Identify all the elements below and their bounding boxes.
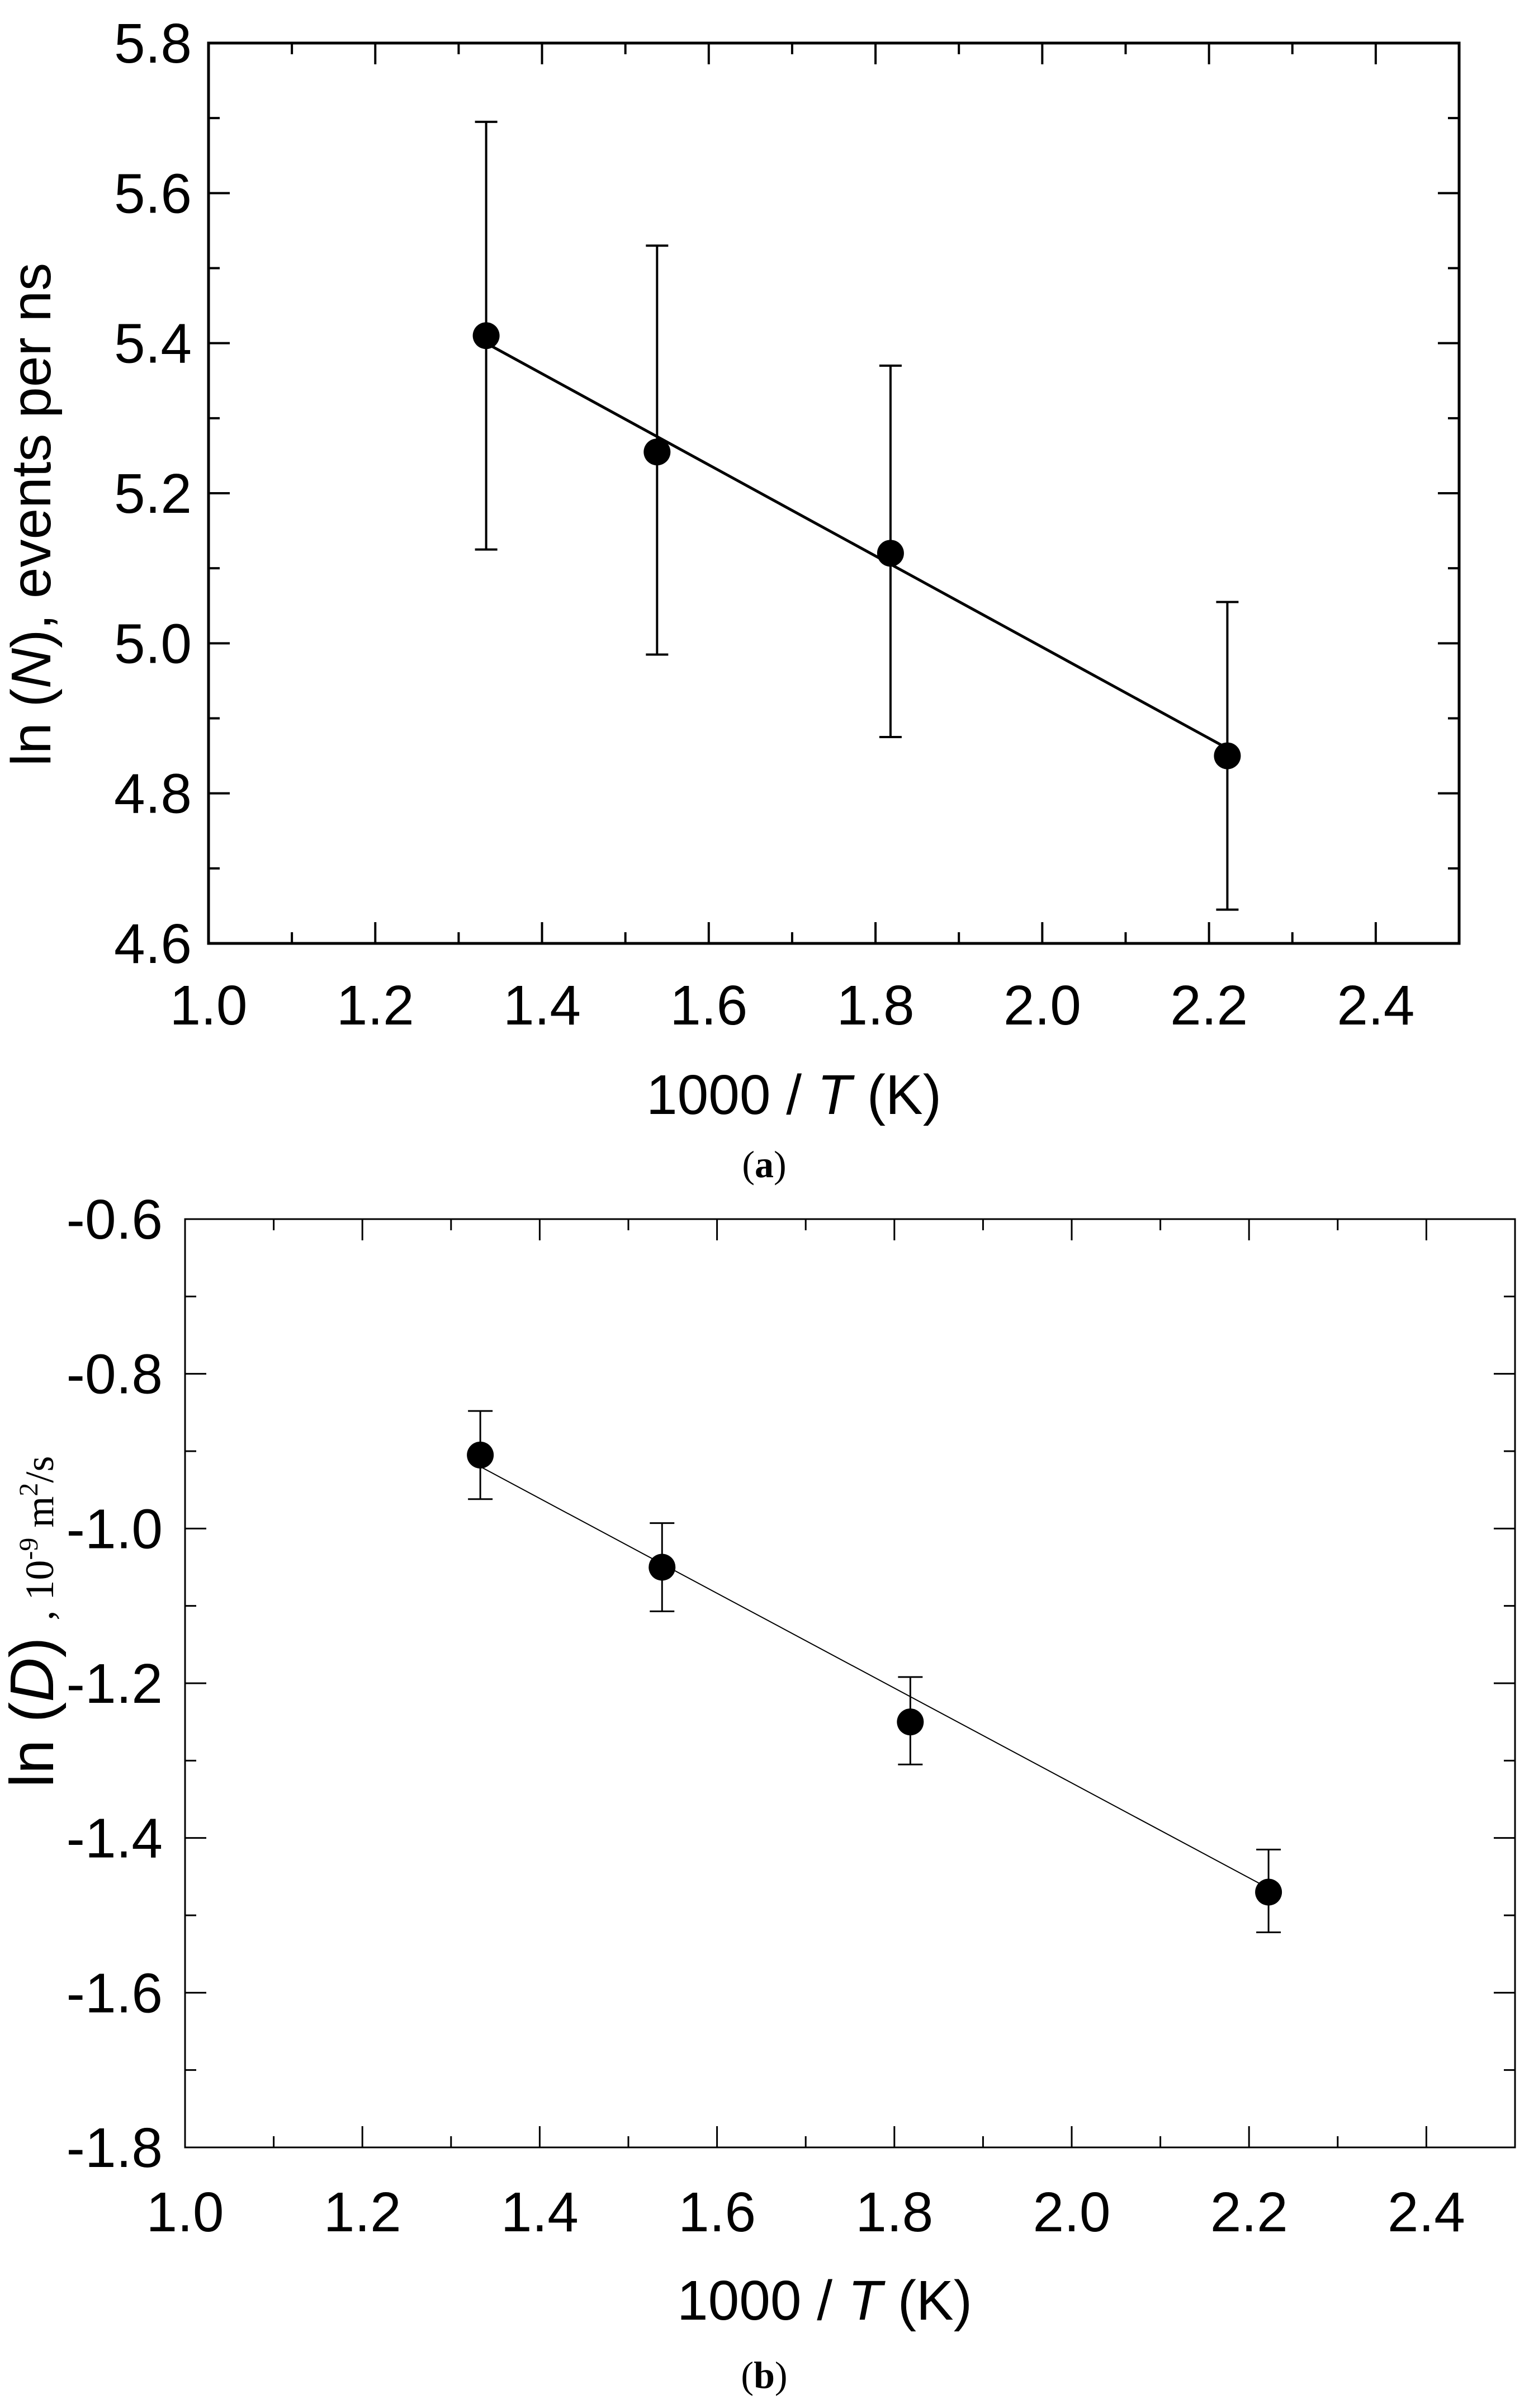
- chart-b-data-point: [897, 1708, 924, 1736]
- chart-a-plot: 1.0 1.2 1.4 1.6 1.8 2.0 2.2 2.4 4.6 4.8 5.0 5.2 5.4 5…: [114, 12, 1461, 1037]
- chart-a-x-tick-label: 1.4: [503, 974, 581, 1037]
- chart-b-x-tick-label: 2.0: [1033, 2181, 1110, 2244]
- chart-a-caption: (a): [742, 1143, 786, 1186]
- chart-a-x-axis-title: 1000 / T (K): [646, 1064, 941, 1126]
- chart-a-y-tick-label: 5.0: [114, 612, 192, 675]
- chart-b-x-tick-label: 1.0: [146, 2181, 224, 2244]
- chart-b-y-tick-label: -0.8: [67, 1343, 163, 1406]
- chart-a-y-tick-label: 5.2: [114, 462, 192, 525]
- chart-b-data-point: [648, 1554, 676, 1581]
- chart-a-data-point: [1214, 742, 1241, 769]
- chart-a-y-tick-label: 5.6: [114, 162, 192, 225]
- chart-b-x-tick-label: 2.2: [1210, 2181, 1288, 2244]
- chart-a-y-tick-label: 4.8: [114, 763, 192, 825]
- chart-b-x-axis-title: 1000 / T (K): [677, 2269, 972, 2332]
- chart-b-y-tick-label: -1.6: [67, 1962, 163, 2024]
- chart-b-svg: 1.0 1.2 1.4 1.6 1.8 2.0 2.2 2.4 -1.8 -1.6 -1.4 -1.2…: [0, 1188, 1516, 2396]
- chart-b-x-tick-label: 1.6: [678, 2181, 756, 2244]
- chart-panel-b: 1.0 1.2 1.4 1.6 1.8 2.0 2.2 2.4 -1.8 -1.6 -1.4 -1.2…: [0, 1188, 1529, 2408]
- chart-a-x-tick-label: 1.8: [837, 974, 915, 1037]
- chart-b-y-axis-title: ln (D), 10-9 m2/s: [0, 1456, 67, 1788]
- chart-a-x-tick-label: 2.4: [1337, 974, 1414, 1037]
- chart-a-x-tick-label: 2.0: [1003, 974, 1081, 1037]
- chart-a-data-point: [643, 438, 671, 466]
- chart-b-caption: (b): [741, 2354, 787, 2396]
- chart-panel-a: 1.0 1.2 1.4 1.6 1.8 2.0 2.2 2.4 4.6 4.8 5.0 5.2 5.4 5…: [0, 0, 1529, 1197]
- chart-a-svg: 1.0 1.2 1.4 1.6 1.8 2.0 2.2 2.4 4.6 4.8 5.0 5.2 5.4 5…: [0, 12, 1461, 1186]
- chart-a-frame: [207, 41, 1461, 945]
- chart-b-y-tick-label: -1.8: [67, 2117, 163, 2179]
- chart-b-y-tick-label: -1.2: [67, 1652, 163, 1715]
- chart-b-data-point: [1255, 1878, 1282, 1906]
- chart-b-x-tick-label: 1.8: [855, 2181, 933, 2244]
- chart-b-x-tick-label: 1.2: [324, 2181, 401, 2244]
- chart-a-fit-line: [485, 342, 1228, 750]
- chart-b-frame: [184, 1218, 1516, 2149]
- chart-a-y-tick-label: 4.6: [114, 913, 192, 975]
- chart-a-y-tick-label: 5.8: [114, 12, 192, 75]
- chart-b-y-tick-label: -1.4: [67, 1807, 163, 1870]
- chart-b-y-tick-label: -1.0: [67, 1498, 163, 1560]
- chart-b-data-point: [467, 1441, 494, 1469]
- chart-b-y-tick-label: -0.6: [67, 1188, 163, 1251]
- chart-b-x-tick-label: 2.4: [1388, 2181, 1465, 2244]
- chart-b-plot: 1.0 1.2 1.4 1.6 1.8 2.0 2.2 2.4 -1.8 -1.6 -1.4 -1.2…: [67, 1188, 1516, 2244]
- chart-a-y-axis-title: ln (N), events per ns: [0, 263, 63, 766]
- chart-b-fit-line: [480, 1466, 1269, 1889]
- chart-a-x-tick-label: 1.6: [670, 974, 747, 1037]
- chart-a-x-tick-label: 2.2: [1170, 974, 1248, 1037]
- chart-a-y-tick-label: 5.4: [114, 313, 192, 375]
- chart-a-data-point: [877, 540, 904, 567]
- chart-a-x-tick-label: 1.2: [337, 974, 414, 1037]
- chart-a-data-point: [472, 322, 500, 350]
- chart-a-x-tick-label: 1.0: [169, 974, 247, 1037]
- chart-b-x-tick-label: 1.4: [501, 2181, 579, 2244]
